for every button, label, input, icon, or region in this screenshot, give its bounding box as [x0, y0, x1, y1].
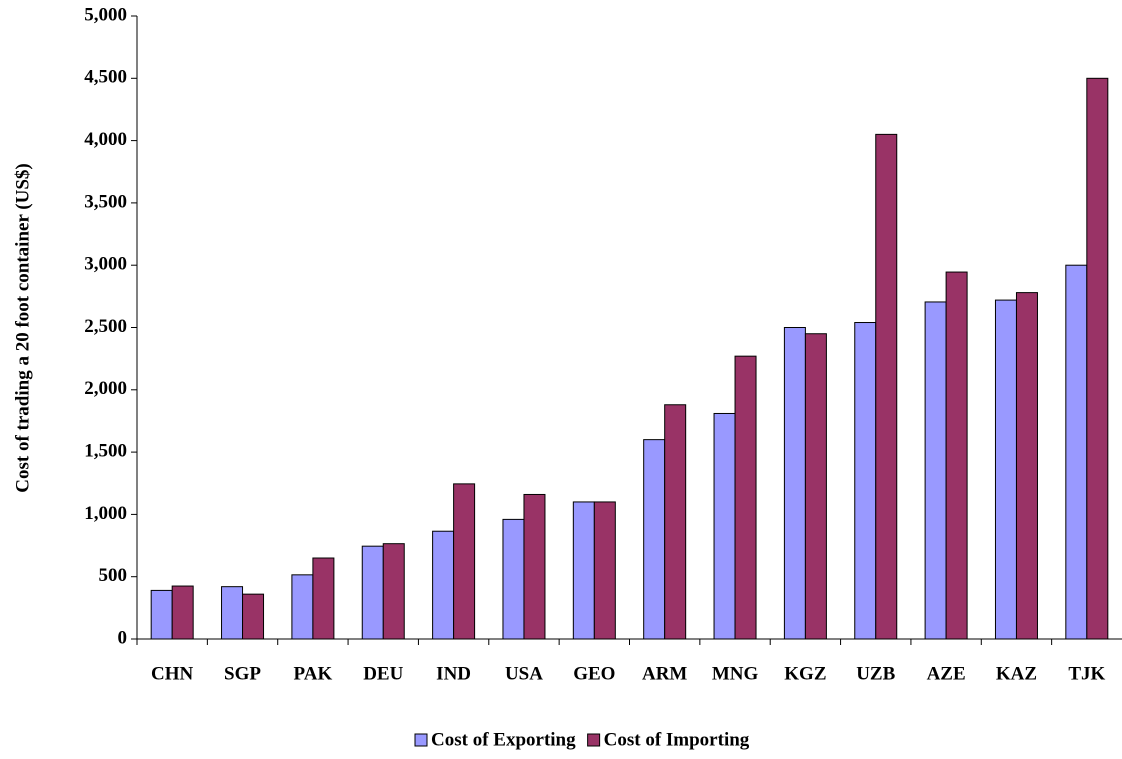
- bar: [361, 545, 384, 640]
- y-tick-label: 4,000: [84, 129, 127, 150]
- x-tick-label: KAZ: [996, 663, 1037, 684]
- bar: [664, 404, 687, 640]
- y-tick-label: 3,000: [84, 254, 127, 275]
- bar: [1065, 264, 1088, 640]
- x-tick-label: USA: [505, 663, 543, 684]
- y-tick-label: 5,000: [84, 4, 127, 25]
- bar: [523, 493, 546, 640]
- bar: [382, 543, 405, 640]
- bar: [502, 518, 525, 640]
- bar: [572, 501, 595, 640]
- bar: [453, 483, 476, 640]
- y-tick-label: 4,500: [84, 67, 127, 88]
- legend-swatch: [587, 733, 601, 747]
- y-tick-label: 500: [99, 565, 128, 586]
- x-tick-label: IND: [436, 663, 471, 684]
- x-tick-label: ARM: [642, 663, 687, 684]
- bar: [1015, 292, 1038, 640]
- y-axis-label: Cost of trading a 20 foot container (US$…: [12, 163, 33, 493]
- bar: [593, 501, 616, 640]
- bar: [713, 412, 736, 640]
- bar: [994, 299, 1017, 640]
- x-tick-label: CHN: [151, 663, 194, 684]
- x-tick-label: GEO: [573, 663, 615, 684]
- y-tick-label: 1,500: [84, 440, 127, 461]
- x-tick-label: MNG: [712, 663, 759, 684]
- y-tick-label: 1,000: [84, 503, 127, 524]
- y-tick-label: 3,500: [84, 191, 127, 212]
- x-tick-label: SGP: [224, 663, 261, 684]
- bar: [242, 593, 265, 640]
- bar: [150, 589, 173, 640]
- y-tick-label: 2,000: [84, 378, 127, 399]
- bar: [312, 557, 335, 640]
- legend-label: Cost of Exporting: [431, 729, 576, 750]
- legend-swatch: [414, 733, 428, 747]
- bar: [1086, 77, 1109, 640]
- x-tick-label: TJK: [1068, 663, 1105, 684]
- bar: [221, 586, 244, 640]
- x-tick-label: PAK: [294, 663, 333, 684]
- legend-label: Cost of Importing: [604, 729, 750, 750]
- bar: [432, 530, 455, 640]
- bar: [875, 133, 898, 640]
- x-tick-label: AZE: [927, 663, 966, 684]
- bar: [291, 574, 314, 640]
- y-tick-label: 2,500: [84, 316, 127, 337]
- y-tick-label: 0: [118, 627, 128, 648]
- bar: [783, 327, 806, 640]
- x-tick-label: KGZ: [784, 663, 826, 684]
- bar: [171, 585, 194, 640]
- bar: [854, 322, 877, 640]
- bar: [643, 439, 666, 640]
- bar: [734, 355, 757, 640]
- bar: [924, 301, 947, 640]
- x-tick-label: DEU: [363, 663, 403, 684]
- bar: [804, 333, 827, 640]
- x-tick-label: UZB: [856, 663, 895, 684]
- bar: [945, 271, 968, 640]
